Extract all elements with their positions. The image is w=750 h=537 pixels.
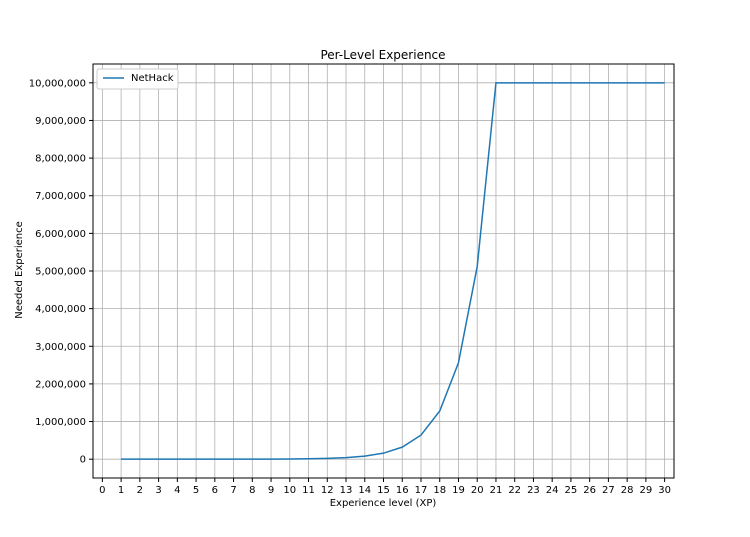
x-tick-label: 12 <box>321 485 334 496</box>
x-tick-label: 17 <box>415 485 428 496</box>
x-tick-label: 10 <box>283 485 296 496</box>
x-tick-label: 0 <box>99 485 105 496</box>
x-tick-label: 23 <box>527 485 540 496</box>
x-tick-label: 30 <box>658 485 671 496</box>
x-tick-label: 4 <box>174 485 180 496</box>
x-tick-label: 27 <box>602 485 615 496</box>
y-tick-label: 0 <box>80 455 86 466</box>
x-tick-label: 11 <box>302 485 315 496</box>
x-tick-label: 21 <box>490 485 503 496</box>
chart-title: Per-Level Experience <box>320 48 445 62</box>
x-tick-label: 14 <box>358 485 371 496</box>
x-tick-label: 5 <box>193 485 199 496</box>
x-tick-label: 6 <box>212 485 218 496</box>
y-axis-label: Needed Experience <box>14 221 25 319</box>
x-tick-label: 18 <box>433 485 446 496</box>
y-tick-label: 3,000,000 <box>35 342 86 353</box>
x-tick-label: 16 <box>396 485 409 496</box>
y-tick-label: 10,000,000 <box>29 78 86 89</box>
x-tick-label: 28 <box>621 485 634 496</box>
x-tick-label: 13 <box>340 485 353 496</box>
x-tick-label: 25 <box>565 485 578 496</box>
y-axis-ticks: 0 1,000,000 2,000,000 3,000,000 4,000,000 5,0… <box>29 78 93 466</box>
x-tick-label: 1 <box>118 485 124 496</box>
x-tick-label: 15 <box>377 485 390 496</box>
y-tick-label: 4,000,000 <box>35 304 86 315</box>
x-tick-label: 24 <box>546 485 559 496</box>
x-tick-label: 3 <box>155 485 161 496</box>
x-tick-label: 22 <box>508 485 521 496</box>
legend-box <box>96 68 179 90</box>
y-tick-label: 1,000,000 <box>35 417 86 428</box>
x-tick-label: 2 <box>137 485 143 496</box>
legend-label-nethack: NetHack <box>131 73 174 84</box>
x-tick-label: 9 <box>268 485 274 496</box>
y-tick-label: 5,000,000 <box>35 267 86 278</box>
y-tick-label: 7,000,000 <box>35 191 86 202</box>
legend: NetHack <box>96 68 179 90</box>
series-line-nethack <box>121 82 665 460</box>
y-tick-label: 9,000,000 <box>35 116 86 127</box>
x-tick-label: 7 <box>230 485 236 496</box>
grid-lines <box>93 64 674 478</box>
x-tick-label: 8 <box>249 485 255 496</box>
x-axis-ticks: 0 1 2 3 4 5 6 7 8 9 10 11 12 13 14 15 16 17 18 19 20 21 22 23 24… <box>99 478 671 496</box>
y-tick-label: 2,000,000 <box>35 379 86 390</box>
x-tick-label: 20 <box>471 485 484 496</box>
x-tick-label: 29 <box>640 485 653 496</box>
x-tick-label: 19 <box>452 485 465 496</box>
x-tick-label: 26 <box>583 485 596 496</box>
y-tick-label: 6,000,000 <box>35 229 86 240</box>
x-axis-label: Experience level (XP) <box>330 498 437 509</box>
y-tick-label: 8,000,000 <box>35 154 86 165</box>
